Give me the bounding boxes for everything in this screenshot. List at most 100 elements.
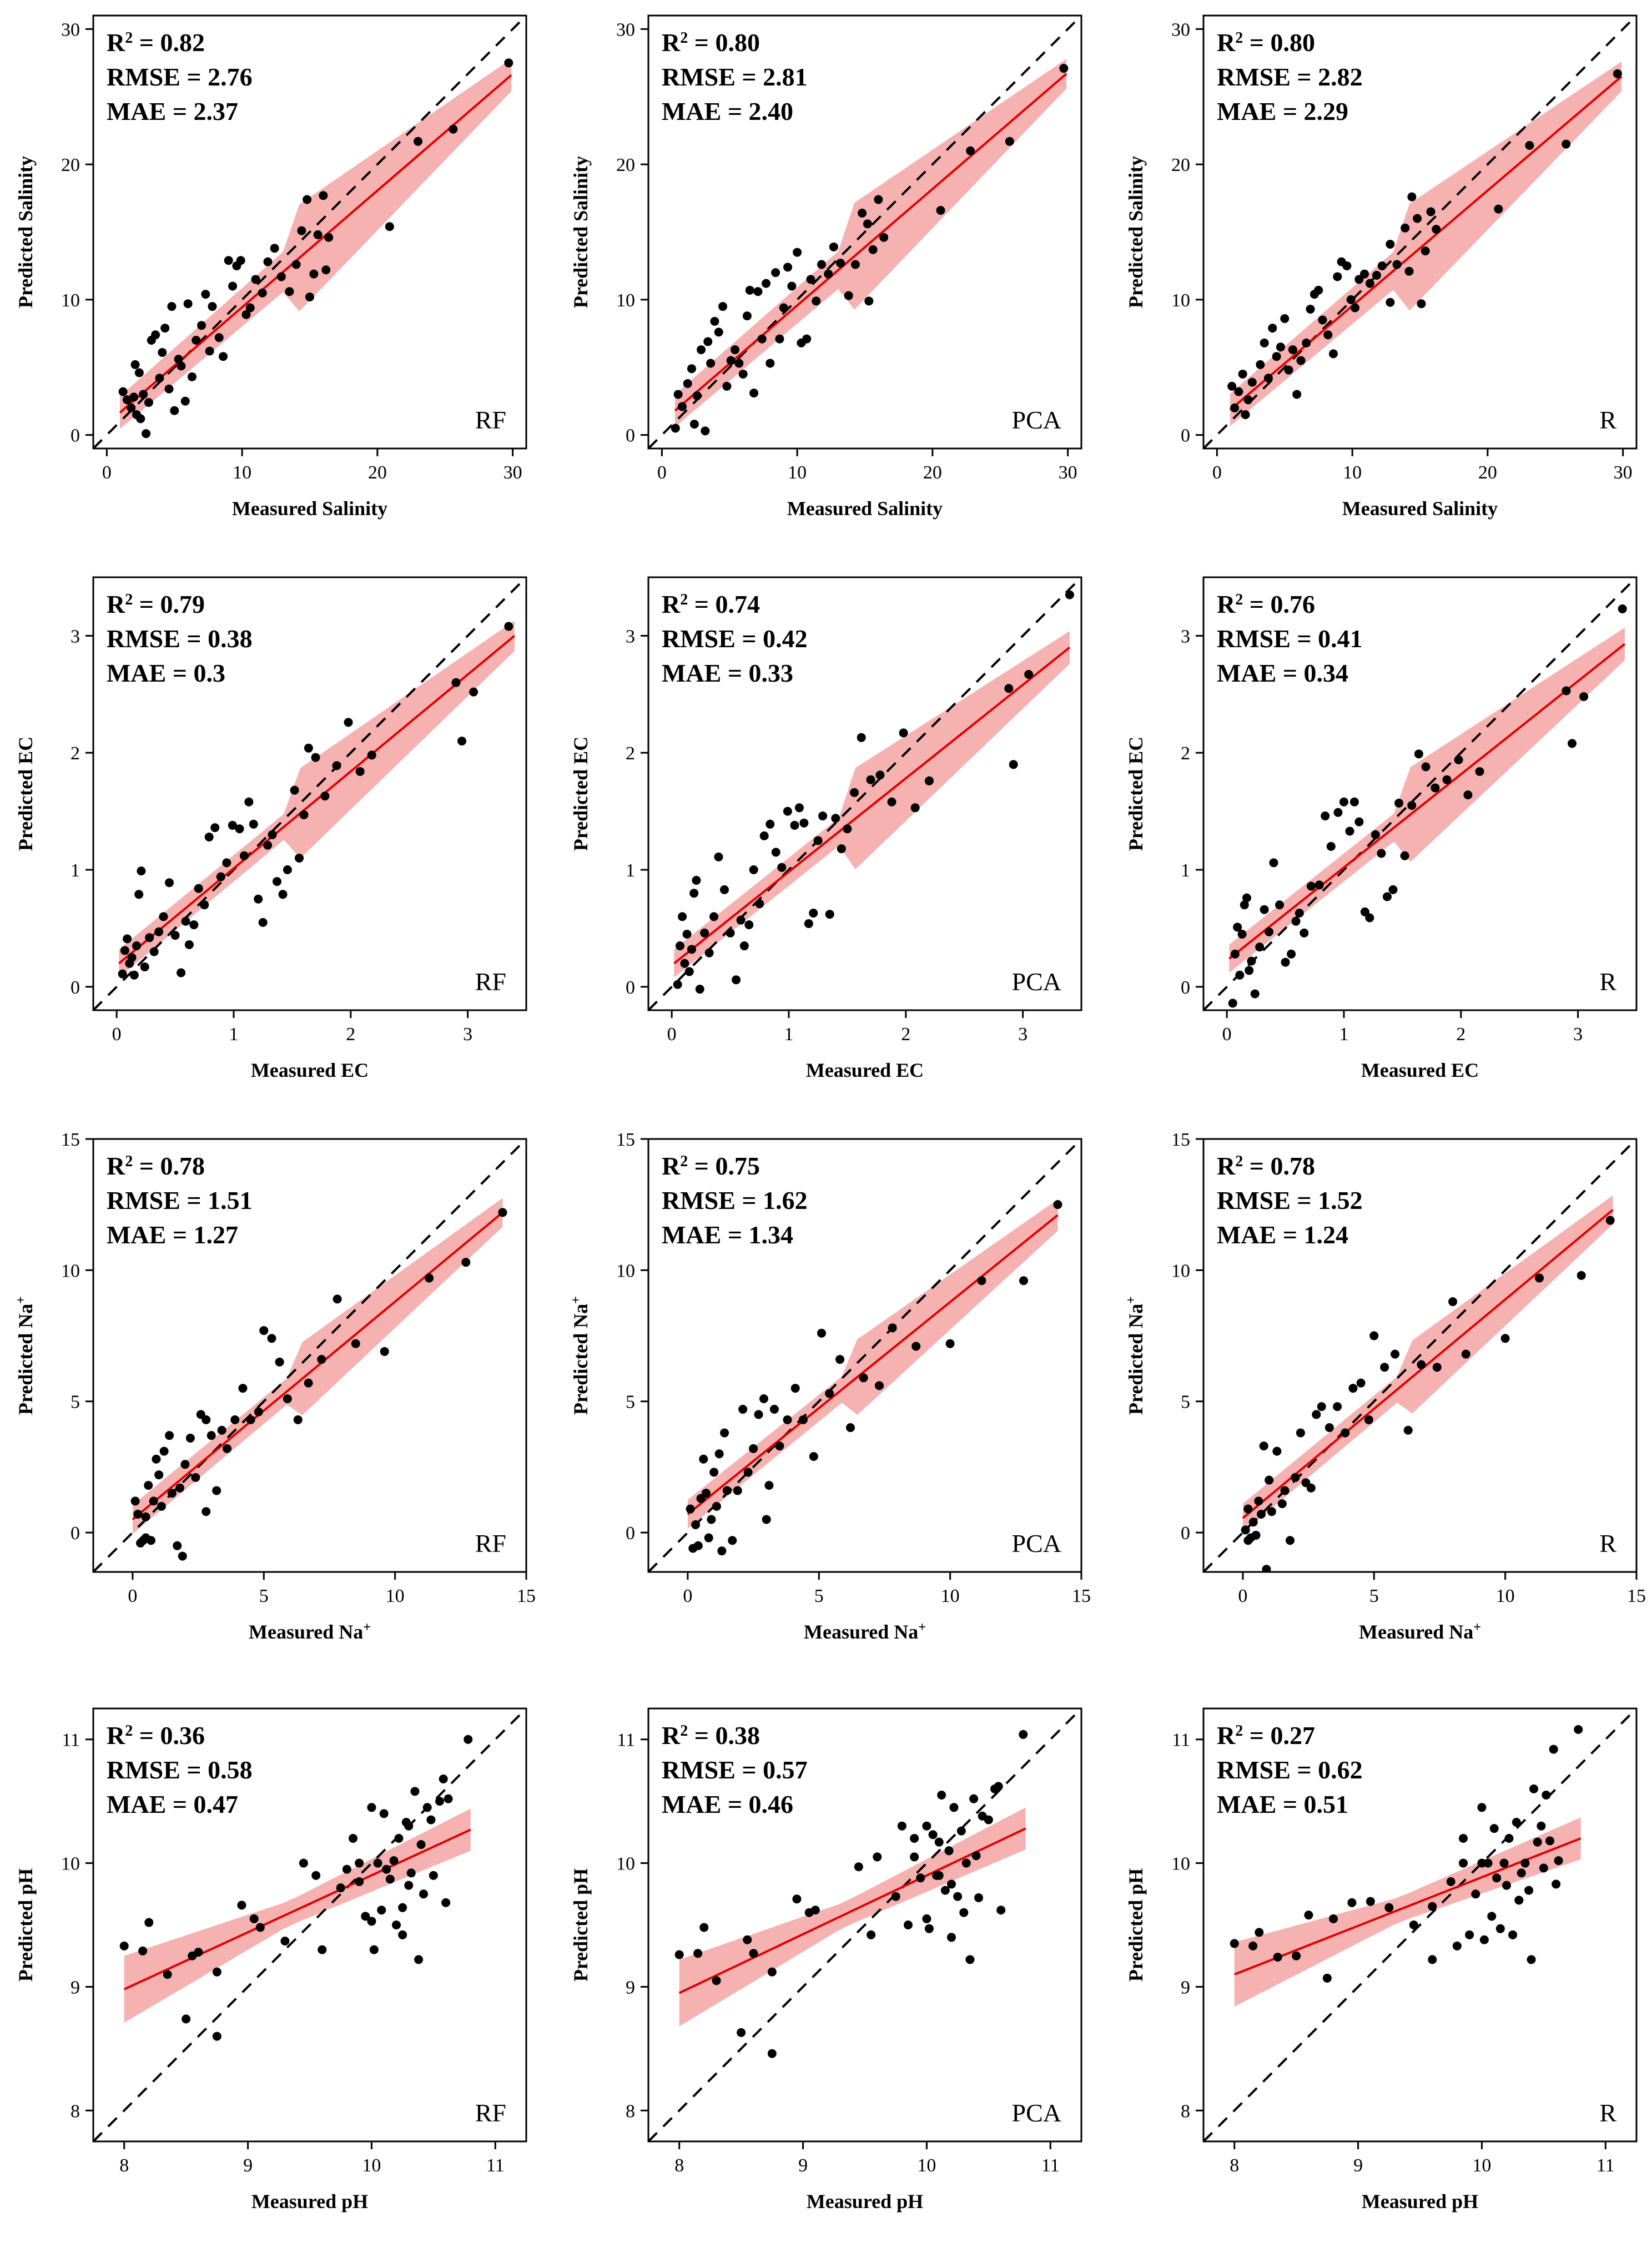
x-tick-label: 10 [386, 1586, 405, 1606]
data-point [1286, 1536, 1295, 1545]
data-point [1291, 1473, 1300, 1482]
data-point [149, 1496, 158, 1506]
data-point [695, 985, 704, 994]
plot-frame [92, 14, 527, 450]
data-point [321, 265, 331, 275]
data-point [122, 395, 132, 405]
x-axis-label: Measured pH [251, 2190, 368, 2212]
mae-stat: MAE = 2.37 [107, 97, 238, 125]
data-point [1273, 1952, 1282, 1962]
data-point [1237, 929, 1247, 939]
data-point [318, 1945, 327, 1954]
data-point [317, 1355, 326, 1364]
data-point [180, 396, 190, 406]
data-point [775, 1441, 784, 1451]
data-point [706, 359, 716, 368]
model-label: RF [475, 1529, 506, 1558]
mae-stat: MAE = 0.34 [1217, 659, 1348, 687]
data-point [717, 1546, 727, 1556]
plot-area [648, 1139, 1081, 1572]
data-point [879, 233, 889, 242]
x-tick-label: 8 [119, 2155, 129, 2176]
x-tick-label: 2 [1456, 1024, 1465, 1045]
r2-value: = 0.75 [688, 1152, 760, 1180]
data-point [344, 718, 353, 727]
data-point [937, 1791, 946, 1800]
y-tick-label: 20 [61, 155, 80, 175]
data-point [449, 124, 458, 134]
data-point [285, 287, 294, 296]
data-point [691, 1520, 701, 1529]
rmse-stat: RMSE = 0.38 [107, 624, 253, 653]
data-point [1240, 900, 1249, 910]
data-point [1333, 808, 1343, 817]
data-point [854, 1862, 863, 1872]
data-point [850, 260, 860, 269]
data-point [825, 910, 834, 919]
data-point [947, 1933, 956, 1942]
panel-7: 0 5 10 15 0 5 10 15 Measured Na+ Predicted Na+ R2 … [569, 1130, 1091, 1643]
data-point [835, 1355, 845, 1364]
data-point [798, 1415, 808, 1424]
data-point [118, 969, 127, 979]
data-point [818, 812, 828, 821]
data-point [692, 391, 702, 400]
data-point [173, 1541, 182, 1550]
data-point [1477, 1803, 1487, 1812]
r2-value: = 0.74 [688, 590, 760, 618]
x-tick-label: 10 [362, 2155, 381, 2176]
mae-stat: MAE = 2.40 [662, 97, 793, 125]
data-point [1228, 999, 1237, 1008]
x-axis-label: Measured Na+ [804, 1620, 926, 1643]
data-point [1574, 1725, 1583, 1734]
data-point [744, 920, 754, 930]
data-point [966, 146, 975, 155]
data-point [1579, 692, 1589, 702]
data-point [164, 384, 174, 394]
data-point [214, 333, 224, 342]
regression-line [119, 74, 512, 414]
data-point [367, 1917, 376, 1926]
data-point [204, 833, 214, 841]
x-tick-label: 9 [243, 2155, 253, 2176]
data-point [864, 296, 874, 306]
data-point [1382, 892, 1392, 901]
data-point [755, 899, 764, 909]
model-label: R [1599, 967, 1616, 996]
data-point [1272, 1446, 1282, 1456]
rmse-stat: RMSE = 2.81 [662, 63, 808, 91]
data-point [258, 918, 268, 927]
data-point [404, 1881, 414, 1890]
data-point [182, 2014, 191, 2024]
data-point [1267, 1507, 1276, 1516]
data-point [201, 290, 210, 299]
x-tick-label: 11 [1596, 2155, 1615, 2176]
data-point [159, 912, 168, 921]
data-point [144, 1481, 153, 1490]
x-tick-label: 0 [667, 1024, 677, 1045]
r2-value: = 0.78 [133, 1152, 205, 1180]
x-axis-label: Measured EC [251, 1059, 369, 1081]
one-to-one-line [1203, 1708, 1636, 2141]
data-point [888, 1323, 897, 1333]
data-point [1426, 207, 1436, 216]
regression-line [674, 73, 1067, 412]
r2-exponent: 2 [680, 1722, 688, 1740]
data-point [130, 360, 140, 369]
data-point [733, 1486, 742, 1495]
data-point [709, 912, 719, 921]
rmse-stat: RMSE = 0.58 [107, 1756, 253, 1784]
superscript-plus: + [918, 1620, 926, 1635]
data-point [1345, 826, 1354, 836]
data-point [1322, 1973, 1332, 1983]
data-point [934, 1837, 944, 1847]
x-tick-label: 1 [1339, 1024, 1348, 1045]
x-tick-label: 15 [1627, 1586, 1646, 1606]
data-point [1366, 1897, 1375, 1906]
data-point [303, 195, 312, 204]
data-point [398, 1903, 407, 1912]
data-point [984, 1815, 993, 1824]
mae-stat: MAE = 1.34 [662, 1221, 793, 1249]
data-point [361, 1912, 370, 1921]
